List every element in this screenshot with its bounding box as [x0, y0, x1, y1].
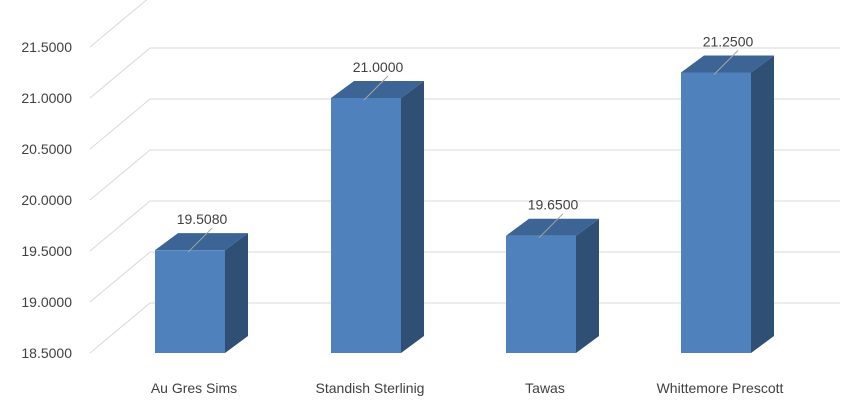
y-tick-label: 21.0000	[21, 90, 72, 106]
bar	[155, 233, 248, 353]
bar	[681, 55, 774, 353]
bar-front	[506, 235, 576, 353]
data-label: 19.6500	[528, 197, 579, 213]
x-category-label: Standish Sterlinig	[316, 380, 425, 396]
bar-top	[155, 233, 248, 251]
bar-side	[751, 55, 774, 353]
y-axis-tick-labels: 18.5000 19.0000 19.5000 20.0000 20.5000 21.00…	[21, 39, 72, 361]
bar-side	[225, 233, 248, 353]
x-category-label: Whittemore Prescott	[657, 380, 784, 396]
data-label-leader	[538, 213, 564, 239]
bar-top	[331, 81, 424, 98]
x-category-label: Tawas	[525, 380, 565, 396]
gridline	[89, 47, 840, 99]
data-label: 21.2500	[703, 34, 754, 50]
bar	[506, 218, 599, 353]
bar-side	[401, 81, 424, 353]
gridlines	[89, 0, 840, 354]
data-label-leader	[187, 227, 213, 253]
y-tick-label: 18.5000	[21, 345, 72, 361]
bar	[331, 81, 424, 353]
y-tick-label: 19.5000	[21, 243, 72, 259]
y-tick-label: 20.5000	[21, 141, 72, 157]
data-label: 21.0000	[353, 59, 404, 75]
data-label-leader	[713, 50, 739, 75]
y-tick-label: 20.0000	[21, 192, 72, 208]
gridline	[89, 302, 840, 354]
y-tick-label: 21.5000	[21, 39, 72, 55]
bar-front	[681, 72, 751, 353]
data-label-leader	[363, 75, 389, 101]
bar-top	[681, 55, 774, 73]
data-label: 19.5080	[177, 211, 228, 227]
gridline	[89, 98, 840, 150]
x-axis-category-labels: Au Gres Sims Standish Sterlinig Tawas Whitt…	[151, 380, 784, 396]
y-tick-label: 19.0000	[21, 294, 72, 310]
gridline	[89, 149, 840, 201]
bar-top	[506, 218, 599, 236]
gridline	[89, 0, 148, 48]
bar-side	[576, 218, 599, 353]
gridline	[89, 200, 840, 252]
data-labels: 19.5080 21.0000 19.6500 21.2500	[177, 34, 754, 253]
bars	[155, 55, 774, 353]
x-category-label: Au Gres Sims	[151, 380, 237, 396]
gridline	[89, 251, 840, 303]
bar-front	[155, 250, 225, 353]
bar-front	[331, 98, 401, 353]
